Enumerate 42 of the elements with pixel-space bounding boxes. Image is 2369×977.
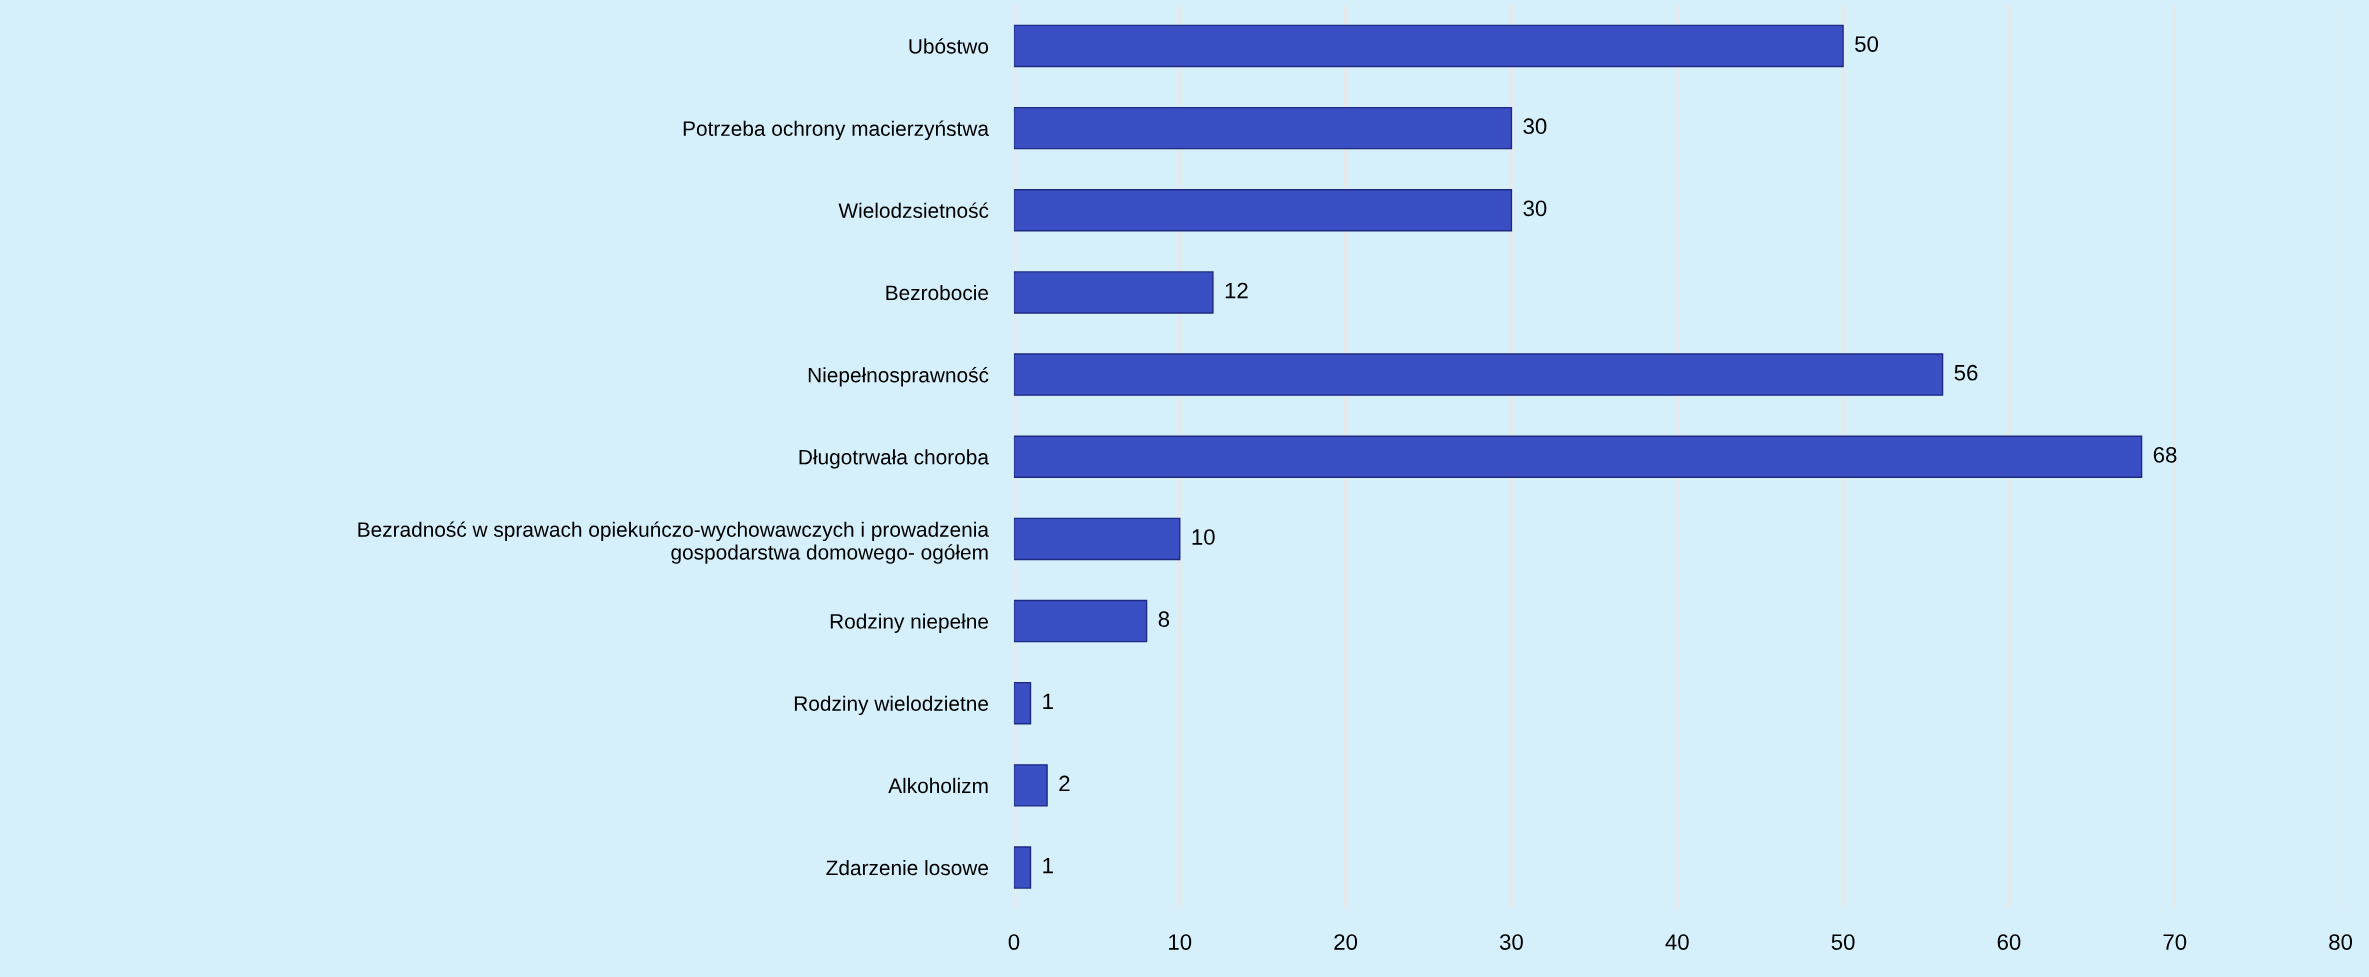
y-tick-label: Bezrobocie — [886, 284, 989, 301]
x-tick-label: 80 — [2329, 934, 2353, 950]
data-label: 12 — [1225, 282, 1248, 299]
bar — [1013, 435, 2143, 478]
y-tick-label: Bezradność w sprawach opiekuńczo-wychowawczych i prowadzenia gospodarstwa domowego- ogółem — [358, 521, 989, 564]
bar — [1013, 599, 1148, 643]
x-tick-label: 60 — [1997, 934, 2021, 950]
data-label: 56 — [1954, 364, 1978, 381]
bar — [1013, 189, 1513, 232]
data-label: 2 — [1059, 775, 1070, 792]
data-label: 8 — [1158, 611, 1170, 628]
bar — [1013, 271, 1214, 314]
bar — [1013, 681, 1032, 725]
data-label: 30 — [1523, 118, 1547, 135]
data-label: 1 — [1043, 693, 1053, 709]
data-label: 50 — [1855, 36, 1879, 52]
bar — [1013, 24, 1844, 68]
data-label: 10 — [1192, 529, 1215, 545]
bar — [1013, 353, 1944, 396]
x-tick-label: 50 — [1831, 934, 1855, 950]
x-tick-label: 10 — [1169, 934, 1192, 950]
y-tick-label: Ubóstwo — [909, 38, 989, 54]
bar — [1013, 764, 1048, 807]
x-tick-label: 30 — [1499, 934, 1523, 950]
y-tick-label: Rodziny niepełne — [830, 613, 989, 633]
x-tick-label: 0 — [1008, 934, 1020, 950]
bar — [1013, 846, 1032, 889]
x-tick-label: 20 — [1334, 934, 1358, 950]
data-label: 1 — [1043, 857, 1053, 874]
y-tick-label: Potrzeba ochrony macierzyństwa — [683, 120, 989, 141]
x-tick-label: 40 — [1665, 934, 1689, 950]
y-tick-label: Długotrwała choroba — [799, 449, 989, 469]
y-tick-label: Rodziny wielodzietne — [794, 695, 989, 716]
y-tick-label: Alkoholizm — [888, 777, 988, 794]
x-tick-label: 70 — [2163, 934, 2187, 950]
y-tick-label: Niepełnosprawność — [808, 366, 989, 387]
y-tick-label: Wielodzsietność — [838, 202, 989, 219]
bar — [1013, 517, 1181, 561]
data-label: 30 — [1523, 200, 1547, 217]
y-tick-label: Zdarzenie losowe — [826, 859, 989, 876]
data-label: 68 — [2153, 446, 2177, 463]
bar — [1013, 106, 1513, 150]
